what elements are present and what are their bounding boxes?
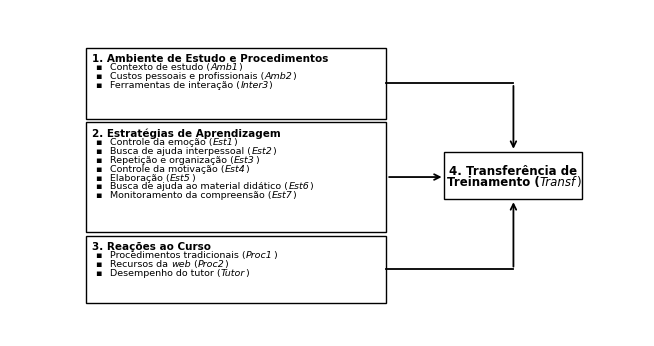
Text: Est3: Est3 [234,156,255,165]
Text: Contexto de estudo (: Contexto de estudo ( [111,63,211,72]
Text: ): ) [309,182,313,191]
Bar [86,48,387,119]
Text: Treinamento (: Treinamento ( [447,176,540,189]
Text: (: ( [191,260,198,269]
Bar [445,152,583,199]
Text: Elaboração (: Elaboração ( [111,174,170,183]
Text: Custos pessoais e profissionais (: Custos pessoais e profissionais ( [111,72,265,81]
Text: ): ) [233,138,237,147]
Text: ▪: ▪ [95,81,101,90]
Text: Est4: Est4 [225,165,246,174]
Text: Controle da emoção (: Controle da emoção ( [111,138,213,147]
Text: ): ) [576,176,580,189]
Text: 3. Reações ao Curso: 3. Reações ao Curso [92,242,211,252]
Text: Controle da motivação (: Controle da motivação ( [111,165,225,174]
Text: ▪: ▪ [95,251,101,260]
Text: ▪: ▪ [95,260,101,269]
Text: Busca de ajuda interpessoal (: Busca de ajuda interpessoal ( [111,147,251,156]
Text: ▪: ▪ [95,147,101,156]
Text: Inter3: Inter3 [240,81,269,90]
Text: ): ) [246,165,249,174]
Text: Desempenho do tutor (: Desempenho do tutor ( [111,269,221,278]
Text: ): ) [292,72,296,81]
Text: ): ) [224,260,228,269]
Text: Procedimentos tradicionais (: Procedimentos tradicionais ( [111,251,246,260]
Text: ▪: ▪ [95,156,101,165]
Text: Amb2: Amb2 [265,72,292,81]
Text: ▪: ▪ [95,63,101,72]
Bar [86,122,387,232]
Text: Est5: Est5 [170,174,191,183]
Text: 1. Ambiente de Estudo e Procedimentos: 1. Ambiente de Estudo e Procedimentos [92,54,328,64]
Text: Est2: Est2 [251,147,272,156]
Text: ▪: ▪ [95,165,101,174]
Text: Est7: Est7 [272,191,293,200]
Text: Proc2: Proc2 [198,260,224,269]
Text: Tutor: Tutor [221,269,245,278]
Text: Proc1: Proc1 [246,251,273,260]
Text: ): ) [238,63,242,72]
Text: ): ) [273,251,277,260]
Text: Est1: Est1 [213,138,233,147]
Bar [86,236,387,303]
Text: Recursos da: Recursos da [111,260,171,269]
Text: Ferramentas de interação (: Ferramentas de interação ( [111,81,240,90]
Text: 4. Transferência de: 4. Transferência de [449,165,577,178]
Text: ): ) [269,81,272,90]
Text: ): ) [255,156,259,165]
Text: ▪: ▪ [95,269,101,278]
Text: 2. Estratégias de Aprendizagem: 2. Estratégias de Aprendizagem [92,128,281,139]
Text: ): ) [293,191,296,200]
Text: ▪: ▪ [95,72,101,81]
Text: Est6: Est6 [288,182,309,191]
Text: Busca de ajuda ao material didático (: Busca de ajuda ao material didático ( [111,182,288,191]
Text: ▪: ▪ [95,138,101,147]
Text: Repetição e organização (: Repetição e organização ( [111,156,234,165]
Text: web: web [171,260,191,269]
Text: ): ) [191,174,194,183]
Text: Monitoramento da compreensão (: Monitoramento da compreensão ( [111,191,272,200]
Text: Amb1: Amb1 [211,63,238,72]
Text: ): ) [245,269,249,278]
Text: ▪: ▪ [95,191,101,200]
Text: Transf: Transf [540,176,576,189]
Text: ): ) [272,147,276,156]
Text: ▪: ▪ [95,174,101,183]
Text: ▪: ▪ [95,182,101,191]
